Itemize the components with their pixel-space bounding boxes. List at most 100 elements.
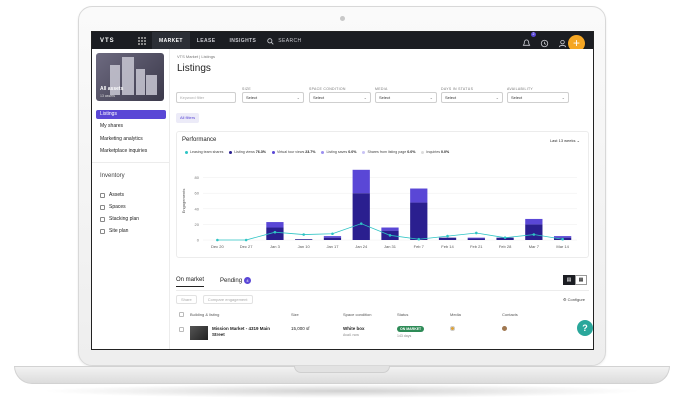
x-tick-label: Jan 24 [355,244,368,249]
chevron-down-icon: ⌄ [296,95,300,100]
legend-label: Inquiries [426,150,441,154]
days-in-status-select[interactable]: Select ⌄ [441,92,503,103]
notification-badge: 2 [531,32,536,37]
select-value: Select [246,95,258,100]
space-condition-filter[interactable]: SPACE CONDITION Select ⌄ [309,87,371,103]
nav-search[interactable]: SEARCH [267,37,302,45]
list-view-icon[interactable]: ▤ [563,275,575,285]
col-media[interactable]: Media [450,312,461,317]
col-contacts[interactable]: Contacts [502,312,518,317]
sidebar-item-assets[interactable]: Assets [100,192,124,198]
col-space-condition[interactable]: Space condition [343,312,372,317]
space-condition-select[interactable]: Select ⌄ [309,92,371,103]
bar-listing-views [410,202,428,240]
keyword-input[interactable]: Keyword filter [176,92,236,103]
all-assets-card[interactable]: All assets 13 assets [96,53,164,101]
col-building[interactable]: Building & listing [190,312,220,317]
clock-icon[interactable] [540,35,549,48]
bar-listing-views [352,193,370,240]
tab-pending[interactable]: Pending 4 [220,277,252,287]
legend-item[interactable]: Listing saves 0.0% [321,150,356,154]
days-in-status-filter[interactable]: DAYS IN STATUS Select ⌄ [441,87,503,103]
size-filter[interactable]: SIZE Select ⌄ [242,87,304,103]
bar-listing-views [438,237,457,240]
user-icon[interactable] [558,35,567,48]
size-value: 15,000 sf [291,326,310,331]
add-fab-button[interactable]: + [568,35,585,52]
filter-label: SPACE CONDITION [309,87,346,91]
condition-sub: Avail. now [343,333,359,337]
table-row[interactable]: Mission Market - 4319 Main Street 15,000… [176,326,589,340]
availability-select[interactable]: Select ⌄ [507,92,569,103]
performance-chart: 0 20 40 60 80 Engagements Dec 20 Dec 27 Jan 3 Jan… [181,169,577,249]
x-tick-label: Jan 3 [270,244,281,249]
share-button[interactable]: Share [176,295,197,304]
legend-value: 23.7% [305,150,316,154]
all-filters-button[interactable]: All filters [176,113,200,123]
sidebar-item-marketplace-inquiries[interactable]: Marketplace inquiries [100,148,148,154]
tab-market[interactable]: MARKET [152,32,190,50]
availability-filter[interactable]: AVAILABILITY Select ⌄ [507,87,569,103]
tab-insights[interactable]: INSIGHTS [229,38,257,44]
x-tick-label: Feb 7 [414,244,425,249]
configure-button[interactable]: ⚙ Configure [563,297,585,302]
row-checkbox[interactable] [179,327,184,332]
legend-swatch [185,150,188,154]
help-button[interactable]: ? [577,320,593,336]
y-tick-label: 80 [195,175,200,180]
sidebar-divider [92,162,170,163]
legend-value: 0.0% [348,150,357,154]
x-tick-label: Jan 31 [384,244,397,249]
point-leasing-team-shares [388,234,392,237]
compare-engagement-button[interactable]: Compare engagement [202,295,253,304]
select-all-checkbox[interactable] [179,312,184,317]
sidebar-label: Stacking plan [109,216,140,222]
sidebar-item-marketing-analytics[interactable]: Marketing analytics [100,136,143,142]
nav-utility-icons: 2 [522,32,567,48]
sidebar-item-my-shares[interactable]: My shares [100,123,124,129]
bar-virtual-tour-views [410,188,428,203]
sidebar: All assets 13 assets Listings My shares … [92,49,170,349]
filter-label: MEDIA [375,87,388,91]
tab-on-market[interactable]: On market [176,277,205,287]
sidebar-item-spaces[interactable]: Spaces [100,204,126,210]
size-select[interactable]: Select ⌄ [242,92,304,103]
building-name[interactable]: Mission Market - 4319 Main Street [212,326,271,337]
x-tick-label: Mar 14 [556,244,569,249]
col-size[interactable]: Size [291,312,299,317]
date-range-select[interactable]: Last 13 weeks ⌄ [550,138,580,143]
configure-label: Configure [567,297,585,302]
media-select[interactable]: Select ⌄ [375,92,437,103]
search-icon [267,37,274,45]
spaces-icon [100,204,105,210]
sidebar-item-stacking-plan[interactable]: Stacking plan [100,216,139,222]
tab-lease[interactable]: LEASE [196,38,216,44]
page-title: Listings [177,63,211,74]
col-status[interactable]: Status [397,312,409,317]
status-days: 143 days [397,334,412,338]
legend-item[interactable]: Leasing team shares [185,150,223,154]
bar-virtual-tour-views [266,222,284,228]
hero-title: All assets [100,86,124,92]
y-tick-label: 60 [195,191,200,196]
sidebar-item-site-plan[interactable]: Site plan [100,228,128,234]
app-grid-icon[interactable] [138,37,146,45]
y-axis-label: Engagements [181,189,186,214]
point-leasing-team-shares [331,232,334,236]
chart-legend: Leasing team shares Listing views 76.3% V… [185,150,449,154]
x-tick-label: Feb 28 [499,244,512,249]
sidebar-label: Site plan [109,228,129,234]
legend-item[interactable]: Virtual tour views 23.7% [271,150,316,154]
sidebar-item-listings[interactable]: Listings [96,110,166,119]
media-filter[interactable]: MEDIA Select ⌄ [375,87,437,103]
notifications-icon[interactable]: 2 [522,32,536,46]
search-label: SEARCH [278,38,302,44]
point-leasing-team-shares [532,233,536,236]
legend-label: Shares from listing page [367,150,408,154]
legend-item[interactable]: Shares from listing page 0.0% [362,150,415,154]
legend-item[interactable]: Inquiries 0.0% [421,150,449,154]
grid-view-icon[interactable]: ▦ [575,275,587,285]
keyword-filter[interactable]: Keyword filter [176,87,236,103]
legend-item[interactable]: Listing views 76.3% [229,150,266,154]
